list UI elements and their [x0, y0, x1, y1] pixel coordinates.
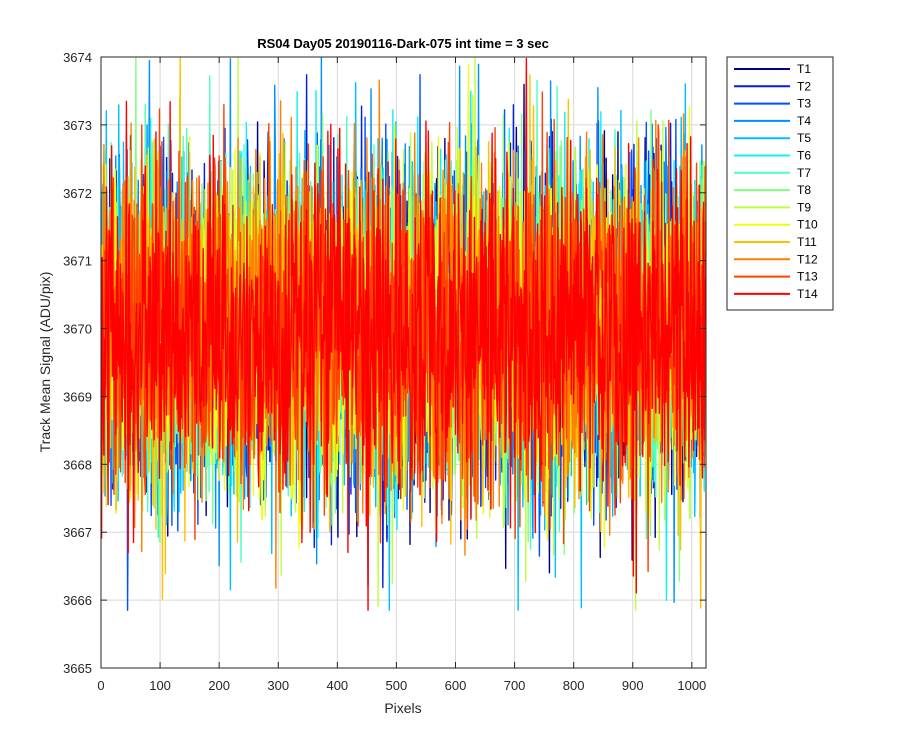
y-tick-label: 3671	[63, 254, 92, 269]
y-tick-label: 3670	[63, 322, 92, 337]
series-line-t13	[101, 91, 706, 573]
legend-label-t5: T5	[797, 131, 811, 145]
legend: T1 T2 T3 T4 T5 T6 T7 T8 T9 T10 T11 T12 T13 T14	[726, 56, 834, 311]
x-tick-label: 0	[97, 678, 104, 693]
x-tick-label: 400	[326, 678, 348, 693]
legend-label-t3: T3	[797, 97, 811, 111]
chart-title: RS04 Day05 20190116-Dark-075 int time = …	[257, 36, 549, 51]
x-tick-label: 800	[563, 678, 585, 693]
x-tick-label: 1000	[677, 678, 706, 693]
legend-label-t9: T9	[797, 200, 811, 214]
y-axis-label: Track Mean Signal (ADU/pix)	[37, 272, 53, 453]
x-axis-label: Pixels	[384, 700, 421, 716]
legend-label-t1: T1	[797, 62, 811, 76]
plot-frame	[100, 56, 707, 669]
legend-label-t4: T4	[797, 114, 811, 128]
y-tick-label: 3668	[63, 457, 92, 472]
x-axis-tick-labels: 0 100 200 300 400 500 600 700 800 900 1000	[97, 678, 706, 693]
y-tick-label: 3672	[63, 186, 92, 201]
x-tick-label: 200	[208, 678, 230, 693]
x-tick-label: 100	[149, 678, 171, 693]
legend-label-t13: T13	[797, 270, 818, 284]
legend-label-t2: T2	[797, 79, 811, 93]
y-tick-label: 3665	[63, 661, 92, 676]
legend-label-t7: T7	[797, 166, 811, 180]
y-tick-label: 3673	[63, 118, 92, 133]
plot-area	[100, 56, 707, 669]
legend-label-t8: T8	[797, 183, 811, 197]
series-line-t14	[101, 57, 706, 611]
legend-box	[726, 56, 834, 311]
y-tick-label: 3666	[63, 593, 92, 608]
axis-ticks	[100, 56, 706, 669]
x-tick-label: 900	[622, 678, 644, 693]
x-tick-label: 300	[267, 678, 289, 693]
x-tick-label: 500	[386, 678, 408, 693]
series-lines	[101, 57, 706, 611]
legend-label-t12: T12	[797, 252, 818, 266]
legend-label-t14: T14	[797, 287, 818, 301]
legend-label-t11: T11	[797, 235, 817, 249]
y-tick-label: 3667	[63, 525, 92, 540]
x-tick-label: 700	[504, 678, 526, 693]
y-axis-tick-labels: 3665 3666 3667 3668 3669 3670 3671 3672 3673 3674	[63, 50, 92, 676]
y-tick-label: 3674	[63, 50, 92, 65]
y-tick-label: 3669	[63, 389, 92, 404]
x-tick-label: 600	[445, 678, 467, 693]
legend-items: T1 T2 T3 T4 T5 T6 T7 T8 T9 T10 T11 T12 T13 T14	[734, 62, 818, 301]
legend-label-t10: T10	[797, 218, 818, 232]
legend-label-t6: T6	[797, 149, 811, 163]
